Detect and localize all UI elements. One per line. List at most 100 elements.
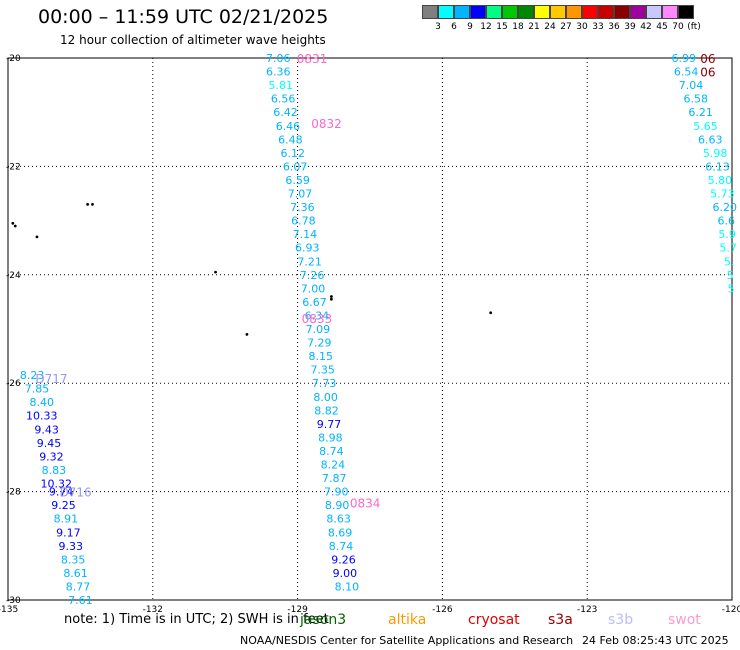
wave-height-value: 5.7 xyxy=(719,242,737,255)
legend-swatch xyxy=(454,5,470,19)
wave-height-value: 6.46 xyxy=(276,120,301,133)
latitude-tick-label: -22 xyxy=(6,162,21,172)
legend-swatch xyxy=(518,5,534,19)
wave-height-value: 7.21 xyxy=(297,255,322,268)
wave-height-value: 8.35 xyxy=(61,553,86,566)
wave-height-value: 6.54 xyxy=(674,66,699,79)
wave-height-value: 7.26 xyxy=(300,269,325,282)
pass-label: D717 xyxy=(35,372,67,386)
pass-label: 06 xyxy=(700,52,715,66)
wave-height-value: 8.24 xyxy=(321,459,346,472)
wave-height-value: 7.73 xyxy=(312,377,337,390)
wave-height-value: 6.07 xyxy=(283,160,308,173)
longitude-tick-label: -129 xyxy=(287,605,308,615)
longitude-tick-label: -123 xyxy=(577,605,597,615)
legend-label: 39 xyxy=(624,22,636,32)
wave-height-value: 6.36 xyxy=(266,66,291,79)
legend-unit: (ft) xyxy=(687,22,701,32)
wave-height-value: 5.9 xyxy=(718,228,736,241)
legend-swatch xyxy=(422,5,438,19)
legend-swatch xyxy=(630,5,646,19)
legend-label: 12 xyxy=(480,22,492,32)
wave-height-value: 7.00 xyxy=(301,282,326,295)
longitude-tick-label: -132 xyxy=(143,605,163,615)
wave-height-value: 8.83 xyxy=(42,464,67,477)
legend-swatch xyxy=(438,5,454,19)
latitude-tick-label: -20 xyxy=(6,54,21,64)
legend-swatch xyxy=(678,5,694,19)
legend-label: 70 xyxy=(672,22,684,32)
island-marker xyxy=(329,297,333,301)
wave-height-value: 8.23 xyxy=(20,369,45,382)
wave-height-value: 6.58 xyxy=(684,93,709,106)
wave-height-value: 8.00 xyxy=(313,391,338,404)
island-marker xyxy=(86,202,90,206)
satellite-name: cryosat xyxy=(468,612,520,628)
wave-height-value: 6.12 xyxy=(281,147,306,160)
pass-label: 0832 xyxy=(311,117,342,131)
map-frame xyxy=(7,57,733,601)
wave-height-value: 5.81 xyxy=(268,79,293,92)
wave-height-value: 9.43 xyxy=(34,423,59,436)
island-marker xyxy=(11,221,15,225)
wave-height-value: 6.34 xyxy=(305,309,330,322)
wave-height-value: 5.98 xyxy=(703,147,728,160)
wave-height-value: 6.48 xyxy=(278,133,303,146)
latitude-tick-label: -26 xyxy=(6,379,21,389)
legend-label: 15 xyxy=(496,22,508,32)
wave-height-value: 8.69 xyxy=(328,526,353,539)
wave-height-value: 9.17 xyxy=(56,526,81,539)
satellite-name: jason3 xyxy=(300,612,347,628)
wave-height-value: 6.13 xyxy=(705,160,730,173)
latitude-tick-label: -24 xyxy=(6,271,21,281)
wave-height-value: 5 xyxy=(728,282,735,295)
wave-height-value: 7.87 xyxy=(322,472,347,485)
wave-height-value: 6.99 xyxy=(671,52,696,65)
wave-height-value: 6.6 xyxy=(717,215,735,228)
wave-height-value: 7.85 xyxy=(25,383,50,396)
wave-height-value: 8.98 xyxy=(318,431,343,444)
legend-label: 45 xyxy=(656,22,668,32)
wave-height-value: 7.06 xyxy=(266,52,291,65)
wave-height-value: 9.25 xyxy=(51,499,76,512)
legend-swatch xyxy=(486,5,502,19)
wave-height-value: 6.59 xyxy=(285,174,310,187)
island-marker xyxy=(214,270,217,274)
wave-height-value: 9.33 xyxy=(58,540,83,553)
wave-height-value: 9.00 xyxy=(333,567,358,580)
wave-height-value: 9.77 xyxy=(317,418,342,431)
page-title: 00:00 – 11:59 UTC 02/21/2025 xyxy=(38,6,329,28)
legend-swatch xyxy=(646,5,662,19)
satellite-name: swot xyxy=(668,612,701,628)
island-marker xyxy=(245,333,249,336)
wave-height-value: 7.29 xyxy=(307,337,332,350)
legend-label: 24 xyxy=(544,22,556,32)
legend-swatch xyxy=(470,5,486,19)
wave-height-value: 8.74 xyxy=(329,540,354,553)
island-marker xyxy=(35,235,39,239)
satellite-name: s3a xyxy=(548,612,573,628)
legend-label: 27 xyxy=(560,22,572,32)
pass-label: D716 xyxy=(59,486,91,500)
wave-height-value: 8.74 xyxy=(319,445,344,458)
legend-swatch xyxy=(614,5,630,19)
longitude-tick-label: -120 xyxy=(722,605,740,615)
legend-label: 33 xyxy=(592,22,604,32)
footer-note: note: 1) Time is in UTC; 2) SWH is in fe… xyxy=(64,612,329,627)
wave-height-value: 8.90 xyxy=(325,499,350,512)
wave-height-value: 6.63 xyxy=(698,133,723,146)
wave-height-value: 8.63 xyxy=(326,513,351,526)
credit-line: NOAA/NESDIS Center for Satellite Applica… xyxy=(240,634,574,647)
longitude-tick-label: -135 xyxy=(0,605,18,615)
pass-label: 0834 xyxy=(350,496,381,510)
wave-height-value: 10.32 xyxy=(41,477,73,490)
island-marker xyxy=(91,202,94,206)
pass-label: 06 xyxy=(700,66,715,80)
latitude-tick-label: -30 xyxy=(6,596,21,606)
wave-height-value: 5. xyxy=(724,255,735,268)
legend-swatch xyxy=(550,5,566,19)
legend-swatch xyxy=(582,5,598,19)
wave-height-value: 6.56 xyxy=(271,93,296,106)
longitude-tick-label: -126 xyxy=(432,605,453,615)
